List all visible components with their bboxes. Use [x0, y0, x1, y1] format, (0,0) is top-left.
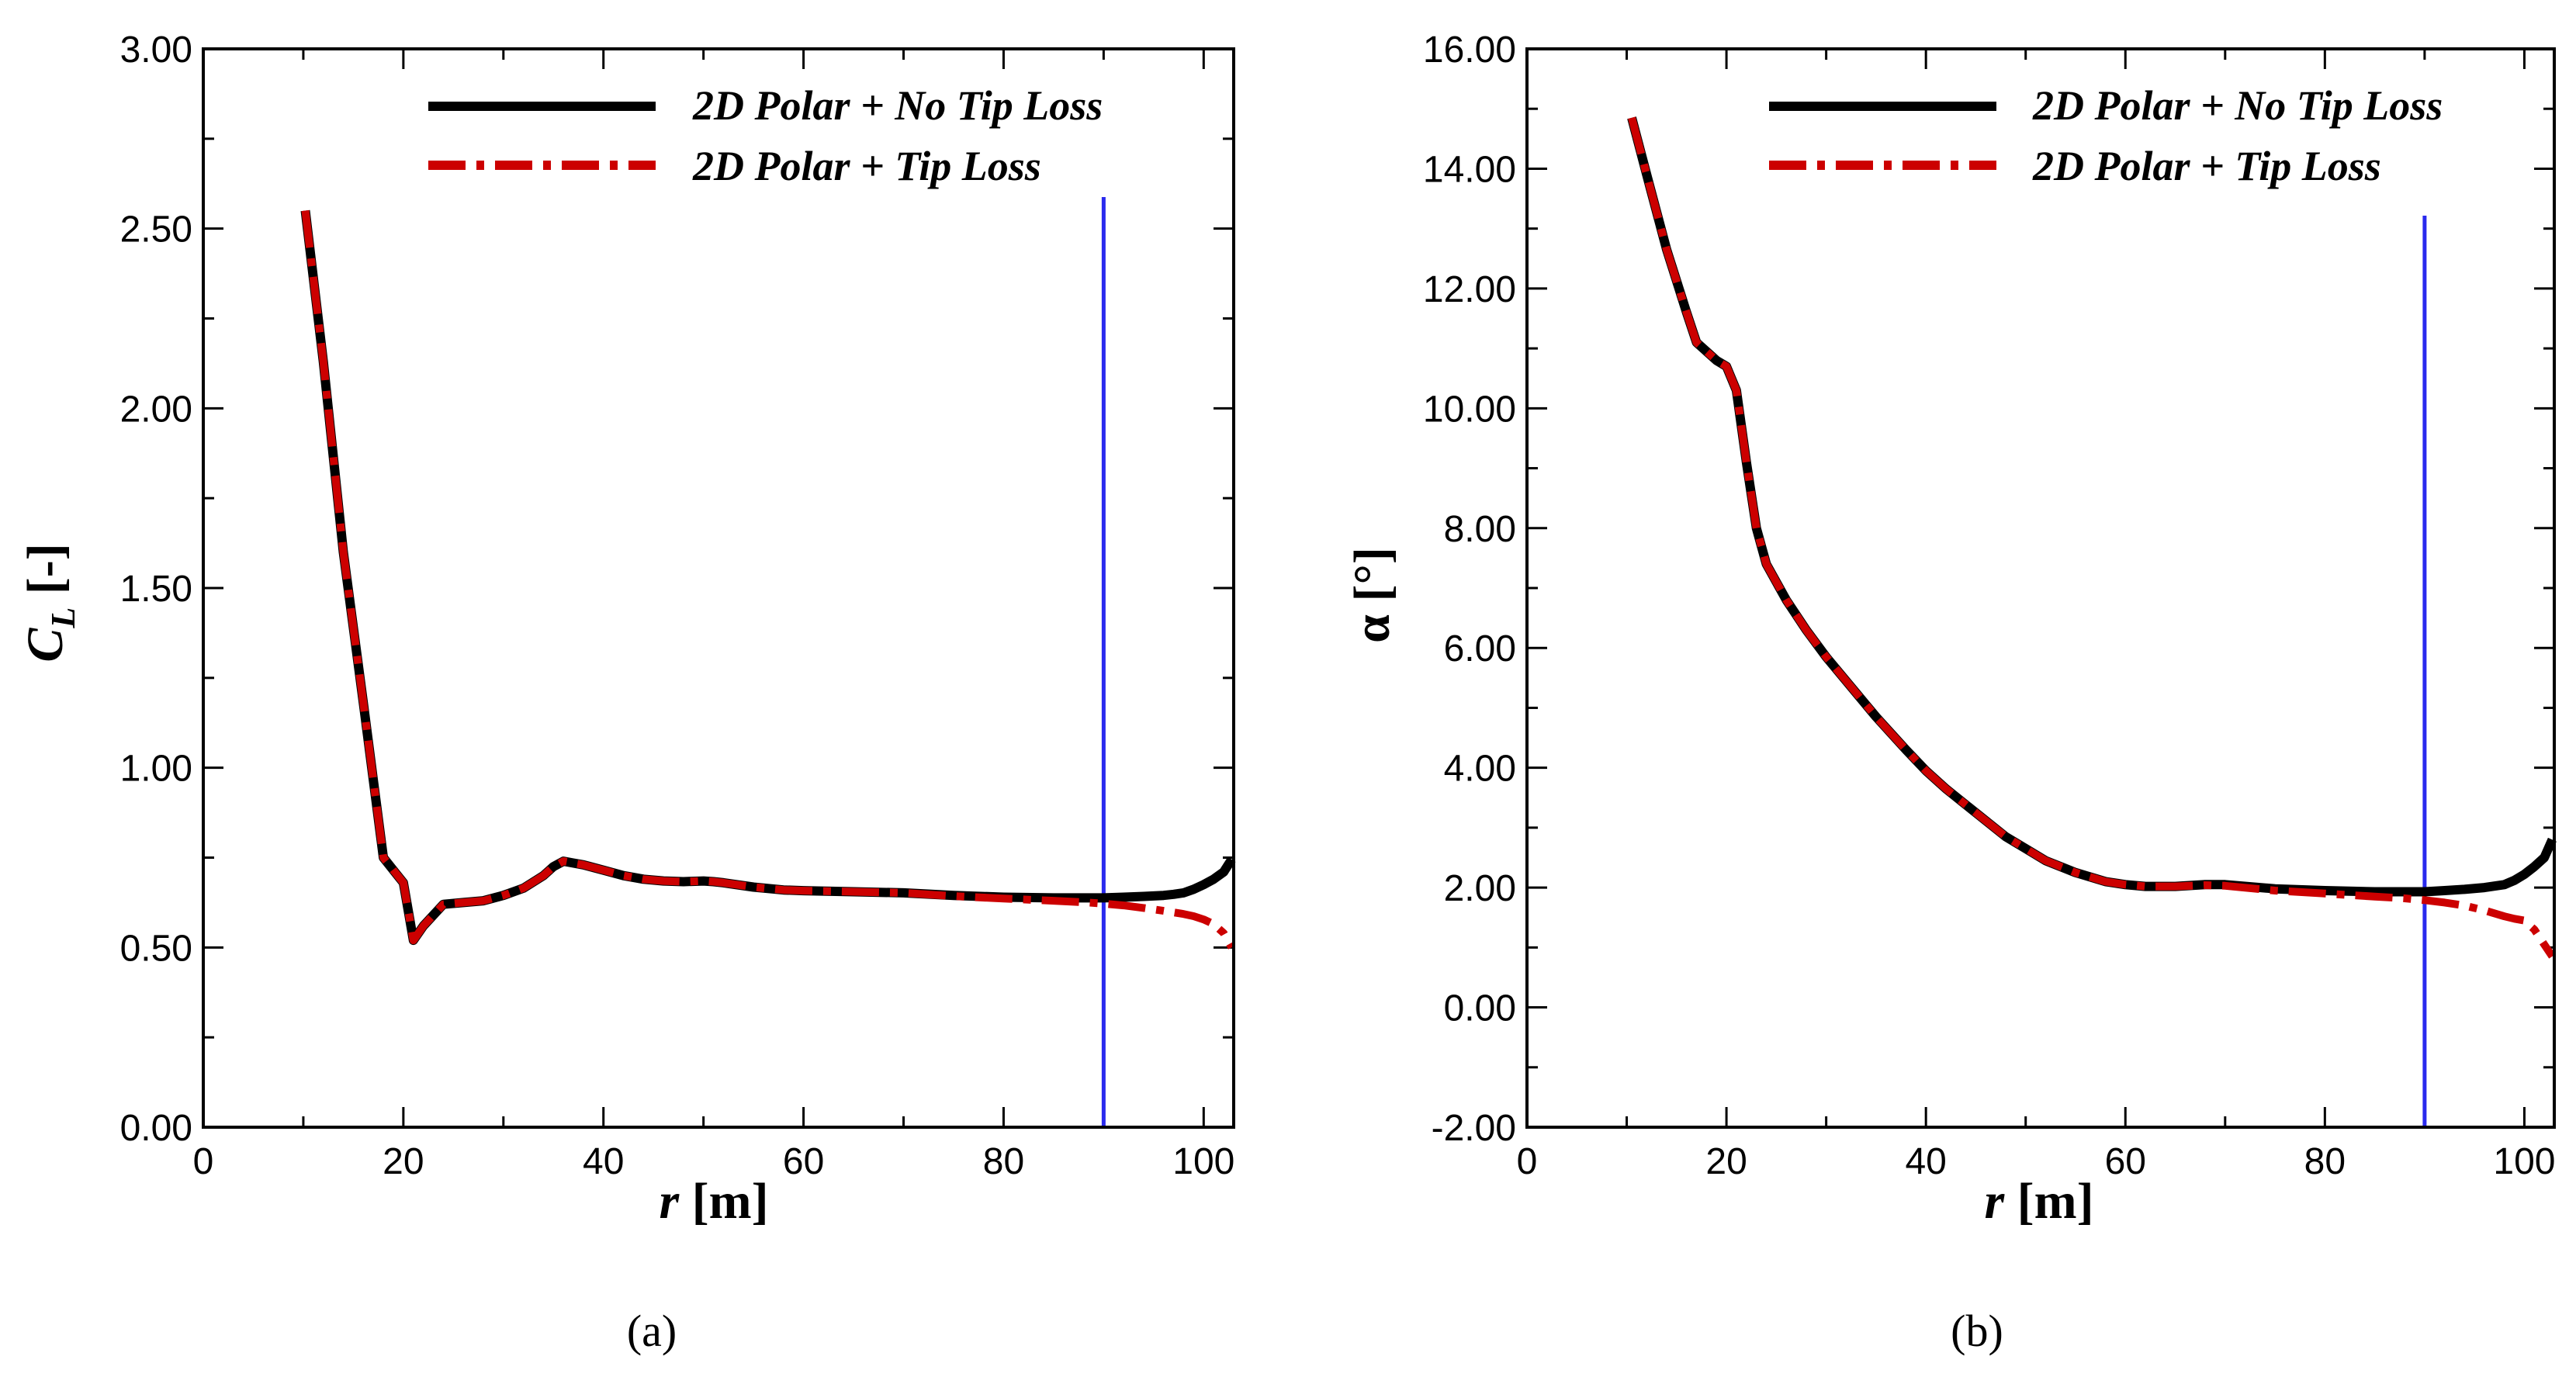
panel-b-x-tick-label: 40: [1905, 1141, 1946, 1182]
panel-b-x-tick-label: 20: [1705, 1141, 1747, 1182]
panel-b-legend-label-tip-loss: 2D Polar + Tip Loss: [2032, 143, 2381, 189]
panel-b-y-tick-label: 14.00: [1423, 149, 1516, 190]
panel-b-x-tick-label: 0: [1517, 1141, 1538, 1182]
panel-b-legend: 2D Polar + No Tip Loss 2D Polar + Tip Lo…: [1769, 82, 2443, 189]
panel-a-legend-label-tip-loss: 2D Polar + Tip Loss: [692, 143, 1041, 189]
panel-a-y-tick-label: 0.00: [120, 1108, 192, 1149]
panel-b-y-tick-label: 4.00: [1444, 749, 1516, 790]
panel-a-x-tick-labels: 0 20 40 60 80 100: [193, 1141, 1235, 1182]
panel-b-y-tick-label: 16.00: [1423, 29, 1516, 71]
panel-a-x-tick-label: 0: [193, 1141, 214, 1182]
panel-b-x-axis-label: r [m]: [1984, 1173, 2093, 1230]
panel-b-y-tick-label: 10.00: [1423, 389, 1516, 430]
panel-a-plot-frame: [202, 47, 1235, 1129]
panel-a-caption: (a): [627, 1306, 677, 1356]
panel-b-series-no-tip-loss-line: [1627, 116, 2557, 897]
panel-a-y-axis-label: CL [-]: [17, 543, 82, 662]
panel-a-y-tick-label: 0.50: [120, 928, 192, 969]
panel-b-x-tick-label: 60: [2105, 1141, 2146, 1182]
panel-b-y-tick-label: 2.00: [1444, 868, 1516, 909]
panel-a-legend: 2D Polar + No Tip Loss 2D Polar + Tip Lo…: [428, 82, 1103, 189]
panel-a-y-tick-label: 2.50: [120, 209, 192, 251]
panel-a-ticks: [202, 47, 1234, 1129]
panel-a-series-tip-loss-line: [301, 209, 1235, 950]
panel-b-x-tick-labels: 0 20 40 60 80 100: [1517, 1141, 2556, 1182]
panel-a-y-tick-label: 1.00: [120, 749, 192, 790]
panel-b-legend-label-no-tip-loss: 2D Polar + No Tip Loss: [2032, 82, 2443, 129]
panel-a-x-axis-label: r [m]: [659, 1173, 768, 1230]
panel-b-y-tick-label: 6.00: [1444, 628, 1516, 669]
panel-b-y-tick-labels: -2.00 0.00 2.00 4.00 6.00 8.00 10.00 12.00 14.00…: [1423, 29, 1516, 1149]
panel-b-series: [1627, 116, 2557, 959]
panel-b-x-tick-label: 100: [2493, 1141, 2555, 1182]
panel-a-series: [300, 209, 1236, 950]
panel-a-series-no-tip-loss-line: [300, 209, 1236, 946]
panel-a-x-tick-label: 100: [1172, 1141, 1234, 1182]
panel-b-y-tick-label: -2.00: [1432, 1108, 1516, 1149]
panel-b-series-tip-loss-line: [1628, 116, 2556, 959]
panel-b-y-tick-label: 12.00: [1423, 269, 1516, 310]
panel-b-plot-frame: [1525, 47, 2556, 1129]
panel-a-y-tick-label: 2.00: [120, 389, 192, 430]
panel-b-x-tick-label: 80: [2304, 1141, 2346, 1182]
panel-b-ticks: [1525, 47, 2554, 1129]
panel-b-caption: (b): [1951, 1306, 2003, 1356]
panel-a-y-tick-label: 1.50: [120, 569, 192, 610]
panel-b: -2.00 0.00 2.00 4.00 6.00 8.00 10.00 12.00 14.00…: [1344, 29, 2557, 1356]
panel-b-y-tick-label: 8.00: [1444, 509, 1516, 550]
panel-a-y-tick-labels: 0.00 0.50 1.00 1.50 2.00 2.50 3.00: [120, 29, 192, 1149]
panel-a-x-tick-label: 40: [583, 1141, 624, 1182]
panel-b-y-axis-label: α [°]: [1344, 547, 1401, 643]
panel-a: 0.00 0.50 1.00 1.50 2.00 2.50 3.00 0 20 40 60 80 10…: [17, 29, 1236, 1356]
panel-a-legend-label-no-tip-loss: 2D Polar + No Tip Loss: [692, 82, 1103, 129]
panel-b-y-tick-label: 0.00: [1444, 988, 1516, 1029]
panel-a-x-tick-label: 60: [783, 1141, 824, 1182]
panel-a-y-tick-label: 3.00: [120, 29, 192, 71]
panel-a-x-tick-label: 80: [983, 1141, 1024, 1182]
panel-a-x-tick-label: 20: [383, 1141, 424, 1182]
